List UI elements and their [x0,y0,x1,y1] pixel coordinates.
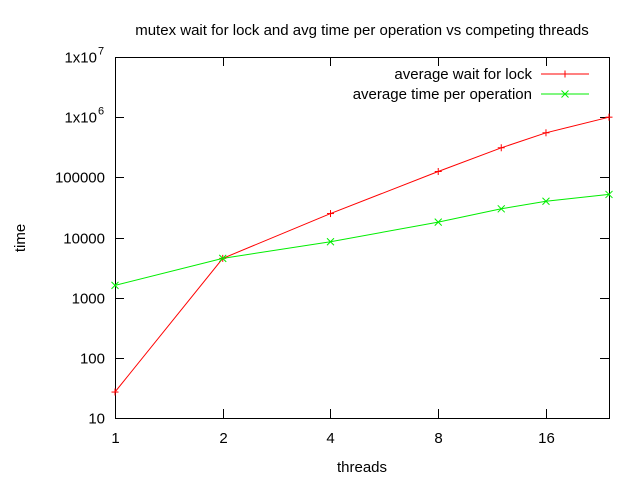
x-axis-label: threads [337,459,387,476]
data-point [111,281,119,290]
data-point [497,204,506,213]
y-tick-label-exponent: 6 [98,106,104,118]
series-wait-for-lock [111,113,613,396]
plot-frame [115,57,610,419]
legend-marker [561,70,569,78]
legend: average wait for lock average time per op… [353,66,589,103]
y-tick-label: 1x10 [64,50,97,67]
series-line [114,193,610,286]
y-tick-label: 1x10 [64,110,97,127]
x-tick-label: 2 [219,430,227,447]
data-point [434,168,442,176]
data-point [542,129,550,137]
series-layer [111,113,613,396]
y-tick-label: 1000 [72,291,105,308]
data-point [111,388,119,396]
legend-label: average wait for lock [394,66,532,83]
data-point [605,113,613,121]
y-tick-label: 100000 [55,170,105,187]
series-line [114,116,610,393]
y-tick-label-exponent: 7 [98,46,104,58]
legend-label: average time per operation [353,86,532,103]
series-time-per-operation [111,190,613,290]
y-tick-label: 100 [80,351,105,368]
data-point [434,218,443,226]
y-axis-label: time [12,224,29,252]
x-tick-label: 1 [111,430,119,447]
data-point [326,210,334,218]
data-point [605,190,613,199]
x-tick-label: 8 [434,430,442,447]
chart-title: mutex wait for lock and avg time per ope… [135,22,589,39]
x-tick-label: 16 [538,430,555,447]
x-tick-label: 4 [326,430,334,447]
y-tick-label: 10000 [63,231,105,248]
data-point [542,197,550,206]
legend-marker [561,90,569,98]
data-point [497,144,505,152]
data-point [218,254,227,263]
x-axis: 1 2 4 8 16 [111,57,555,447]
data-point [326,237,335,246]
y-tick-label: 10 [88,411,105,428]
